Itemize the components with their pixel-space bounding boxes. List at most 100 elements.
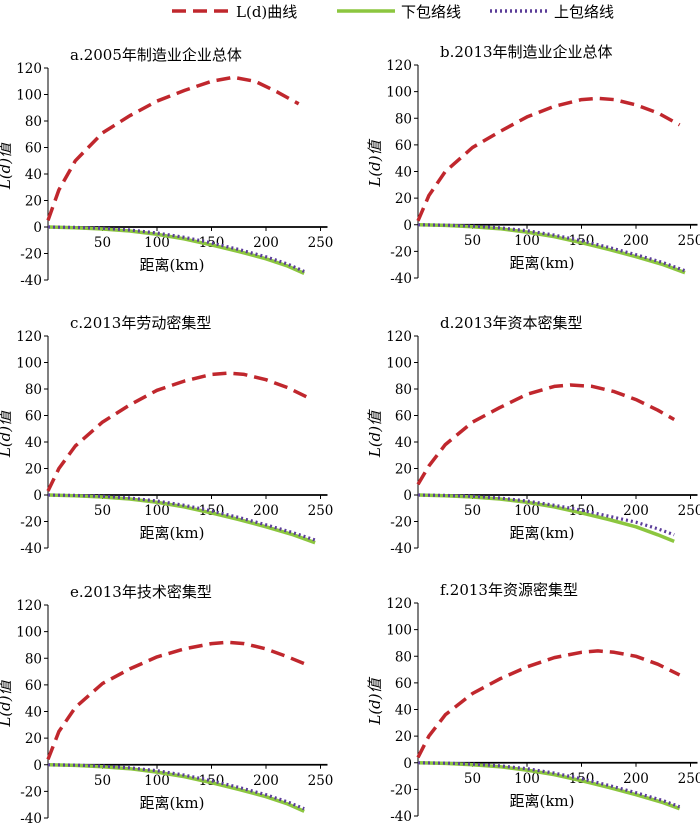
y-tick-label: -20 <box>20 515 42 531</box>
x-tick-label: 100 <box>144 503 170 519</box>
y-tick-label: 60 <box>395 138 412 154</box>
y-tick-label: -20 <box>20 784 42 800</box>
y-tick-label: 0 <box>403 218 412 234</box>
x-tick-label: 100 <box>144 235 170 251</box>
series-ld-curve <box>46 640 305 761</box>
x-axis-label: 距离(km) <box>139 794 204 812</box>
y-tick-label: 100 <box>16 625 42 641</box>
x-tick-label: 50 <box>464 233 481 249</box>
chart-title: c.2013年劳动密集型 <box>70 314 211 332</box>
x-axis-label: 距离(km) <box>509 792 574 810</box>
x-axis-label: 距离(km) <box>509 254 574 272</box>
series-ld-curve <box>416 649 681 759</box>
series-upper-envelope <box>47 493 316 542</box>
y-tick-label: 60 <box>25 141 42 157</box>
y-tick-label: 120 <box>16 61 42 77</box>
x-tick-label: 50 <box>94 503 111 519</box>
y-tick-label: -40 <box>20 273 42 289</box>
x-tick-label: 100 <box>514 233 540 249</box>
y-tick-label: 80 <box>395 111 412 127</box>
y-tick-label: 100 <box>386 356 412 372</box>
y-tick-label: 80 <box>25 114 42 130</box>
y-tick-label: 20 <box>395 462 412 478</box>
y-tick-label: 60 <box>25 678 42 694</box>
x-axis-label: 距离(km) <box>139 524 204 542</box>
y-tick-label: 60 <box>25 409 42 425</box>
series-upper-envelope <box>417 761 681 809</box>
y-tick-label: 0 <box>33 488 42 504</box>
y-tick-label: -40 <box>390 271 412 287</box>
y-tick-label: 20 <box>25 731 42 747</box>
y-tick-label: 80 <box>25 382 42 398</box>
y-tick-label: 20 <box>395 729 412 745</box>
y-tick-label: -20 <box>390 244 412 260</box>
y-tick-label: 80 <box>25 651 42 667</box>
x-tick-label: 250 <box>678 771 700 787</box>
x-tick-label: 250 <box>308 773 334 789</box>
x-tick-label: 50 <box>94 773 111 789</box>
y-tick-label: 120 <box>16 329 42 345</box>
y-tick-label: 0 <box>403 488 412 504</box>
legend-label: 下包络线 <box>401 3 462 21</box>
series-ld-curve <box>416 96 681 222</box>
series-upper-envelope <box>47 225 305 273</box>
y-axis-label: L(d)值 <box>0 141 14 190</box>
y-axis-label: L(d)值 <box>366 138 384 187</box>
legend-swatch-dotted <box>490 9 548 13</box>
x-tick-label: 100 <box>514 503 540 519</box>
y-tick-label: 120 <box>386 58 412 74</box>
y-axis-label: L(d)值 <box>0 409 14 458</box>
chart-title: f.2013年资源密集型 <box>440 581 578 599</box>
x-tick-label: 100 <box>514 771 540 787</box>
series-ld-curve <box>46 371 311 492</box>
x-tick-label: 100 <box>144 773 170 789</box>
y-tick-label: 60 <box>395 676 412 692</box>
y-tick-label: 100 <box>386 85 412 101</box>
y-tick-label: 40 <box>395 165 412 181</box>
x-tick-label: 200 <box>253 773 279 789</box>
y-axis-label: L(d)值 <box>366 409 384 458</box>
y-tick-label: 40 <box>395 703 412 719</box>
y-tick-label: 120 <box>386 329 412 345</box>
x-tick-label: 250 <box>678 503 700 519</box>
y-tick-label: 0 <box>33 220 42 236</box>
series-ld-curve <box>46 75 300 221</box>
legend-label: L(d)曲线 <box>236 3 298 21</box>
y-tick-label: -20 <box>390 782 412 798</box>
y-axis-label: L(d)值 <box>366 676 384 725</box>
chart-title: e.2013年技术密集型 <box>70 583 212 601</box>
y-tick-label: -20 <box>20 247 42 263</box>
y-tick-label: 20 <box>25 462 42 478</box>
legend-swatch-solid <box>337 9 395 13</box>
series-upper-envelope <box>417 493 675 537</box>
y-tick-label: 120 <box>16 598 42 614</box>
x-tick-label: 250 <box>308 235 334 251</box>
y-axis-label: L(d)值 <box>0 678 14 727</box>
y-tick-label: -40 <box>390 809 412 823</box>
y-tick-label: 80 <box>395 382 412 398</box>
legend-label: 上包络线 <box>554 3 615 21</box>
y-tick-label: 100 <box>16 88 42 104</box>
y-tick-label: 40 <box>25 167 42 183</box>
y-tick-label: -20 <box>390 515 412 531</box>
y-tick-label: 20 <box>395 191 412 207</box>
chart-title: d.2013年资本密集型 <box>440 314 583 332</box>
y-tick-label: 0 <box>403 756 412 772</box>
x-tick-label: 250 <box>308 503 334 519</box>
x-tick-label: 200 <box>623 233 649 249</box>
x-tick-label: 250 <box>678 233 700 249</box>
y-tick-label: 40 <box>395 435 412 451</box>
chart-title: b.2013年制造业企业总体 <box>440 43 613 61</box>
x-tick-label: 200 <box>253 503 279 519</box>
x-tick-label: 200 <box>253 235 279 251</box>
chart-title: a.2005年制造业企业总体 <box>70 46 242 64</box>
y-tick-label: 0 <box>33 758 42 774</box>
y-tick-label: 80 <box>395 649 412 665</box>
legend: L(d)曲线 下包络线 上包络线 <box>0 0 700 30</box>
x-tick-label: 50 <box>464 771 481 787</box>
x-axis-label: 距离(km) <box>139 256 204 274</box>
